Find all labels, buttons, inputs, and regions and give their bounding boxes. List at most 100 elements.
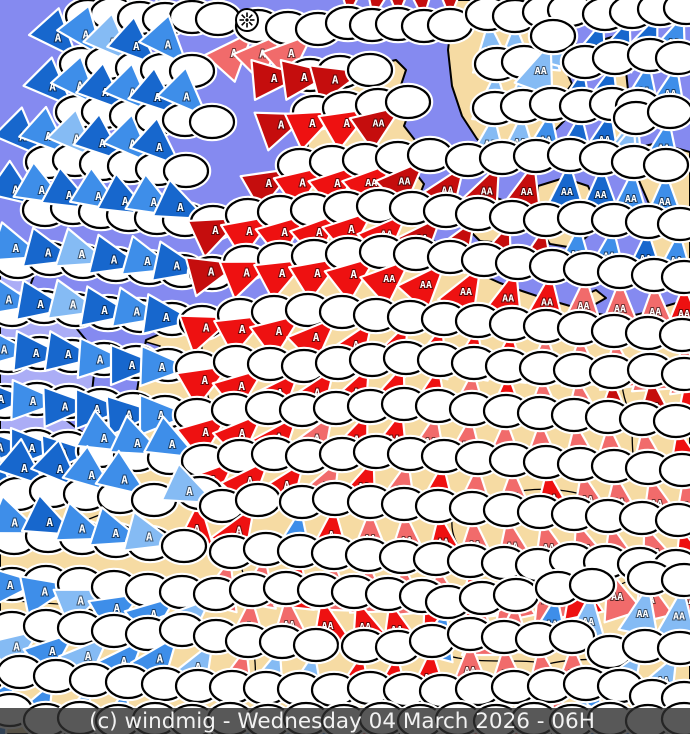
wind-strength-label: A <box>134 437 141 450</box>
wind-direction-triangle <box>151 178 208 221</box>
wind-strength-label: A <box>133 40 140 53</box>
wind-strength-label: A <box>158 409 165 422</box>
symbol-halo <box>650 401 690 441</box>
wind-direction-triangle <box>109 343 163 387</box>
wind-strength-label: A <box>57 463 64 476</box>
wind-strength-label: A <box>271 72 278 85</box>
wind-strength-label: A <box>101 432 108 445</box>
symbol-head-ellipse <box>662 0 690 26</box>
wind-strength-label: A <box>332 73 339 86</box>
wind-strength-label: A <box>154 91 161 104</box>
symbol-head-ellipse <box>642 147 690 183</box>
symbol-halo <box>658 354 690 394</box>
symbol-halo <box>660 0 690 28</box>
symbol-head-ellipse <box>529 18 577 54</box>
wind-direction-triangle <box>129 116 182 168</box>
wind-strength-label: A <box>146 531 153 544</box>
symbol-head-ellipse <box>646 94 690 130</box>
wind-strength-label: A <box>12 183 19 196</box>
wind-strength-label: A <box>314 386 321 399</box>
wind-strength-label: A <box>45 247 52 260</box>
wind-strength-label: AA <box>521 187 533 198</box>
wind-strength-label: A <box>77 79 84 92</box>
wind-strength-label: AA <box>365 178 377 189</box>
wind-direction-triangle <box>10 378 64 422</box>
symbol-head-ellipse <box>160 528 208 564</box>
wind-strength-label: A <box>350 268 357 281</box>
wind-symbol: AA <box>658 257 690 336</box>
wind-symbol: AA <box>348 82 434 153</box>
wind-strength-label: A <box>97 353 104 366</box>
wind-strength-label: A <box>129 359 136 372</box>
symbol-head-ellipse <box>656 630 690 666</box>
wind-strength-label: AA <box>673 612 685 623</box>
wind-strength-label: AA <box>420 280 432 291</box>
wind-strength-label: A <box>247 475 254 488</box>
wind-strength-label: A <box>12 242 19 255</box>
wind-strength-label: A <box>66 189 73 202</box>
wind-strength-label: A <box>144 255 151 268</box>
symbol-head-ellipse <box>654 40 690 76</box>
wind-strength-label: A <box>70 298 77 311</box>
wind-symbol: A <box>94 449 180 520</box>
wind-strength-label: A <box>49 645 56 658</box>
wind-strength-label: A <box>37 298 44 311</box>
wind-symbol: A <box>156 66 238 142</box>
wind-direction-triangle <box>42 385 96 429</box>
wind-strength-label: A <box>239 323 246 336</box>
wind-strength-label: A <box>78 248 85 261</box>
wind-strength-label: A <box>46 516 53 529</box>
wind-strength-label: A <box>1 343 8 356</box>
wind-strength-label: A <box>88 469 95 482</box>
wind-strength-label: A <box>208 265 215 278</box>
wind-strength-label: A <box>85 650 92 663</box>
wind-strength-label: A <box>316 226 323 239</box>
symbol-head-ellipse <box>660 259 690 295</box>
wind-strength-label: AA <box>636 609 648 620</box>
wind-strength-label: AA <box>372 119 384 130</box>
wind-strength-label: AA <box>460 287 472 298</box>
wind-strength-label: A <box>49 81 56 94</box>
symbol-halo <box>658 560 690 600</box>
wind-strength-label: A <box>73 133 80 146</box>
symbol-head-ellipse <box>568 567 616 603</box>
wind-strength-label: A <box>309 117 316 130</box>
symbol-halo <box>656 315 690 355</box>
wind-direction-triangle <box>348 104 404 153</box>
wind-direction-triangle <box>175 413 230 462</box>
symbol-halo <box>652 500 690 540</box>
symbol-head-ellipse <box>188 104 236 140</box>
wind-strength-label: A <box>62 400 69 413</box>
wind-strength-label: A <box>0 393 5 406</box>
wind-strength-label: A <box>163 311 170 324</box>
wind-strength-label: A <box>5 294 12 307</box>
wind-strength-label: A <box>288 47 295 60</box>
wind-direction-triangle <box>12 330 67 373</box>
symbol-halo <box>566 565 618 605</box>
wind-direction-triangle <box>359 257 412 309</box>
symbol-head-ellipse <box>292 627 340 663</box>
wind-strength-label: A <box>212 224 219 237</box>
wind-strength-label: AA <box>502 294 514 305</box>
wind-strength-label: A <box>101 304 108 317</box>
wind-strength-label: A <box>313 331 320 344</box>
symbol-head-ellipse <box>346 52 394 88</box>
wind-strength-label: A <box>169 438 176 451</box>
wind-strength-label: A <box>21 462 28 475</box>
symbol-head-ellipse <box>656 206 690 242</box>
wind-strength-label: A <box>314 267 321 280</box>
wind-strength-label: A <box>236 525 243 538</box>
symbol-halo <box>652 38 690 78</box>
wind-direction-triangle <box>137 14 189 67</box>
wind-strength-label: A <box>276 325 283 338</box>
wind-strength-label: A <box>29 442 36 455</box>
wind-direction-triangle <box>160 462 217 505</box>
wind-strength-label: A <box>202 374 209 387</box>
wind-direction-triangle <box>94 449 150 498</box>
wind-strength-label: A <box>301 71 308 84</box>
wind-strength-label: A <box>121 473 128 486</box>
symbol-halo <box>658 257 690 297</box>
symbol-halo <box>640 145 690 185</box>
wind-strength-label: A <box>33 347 40 360</box>
